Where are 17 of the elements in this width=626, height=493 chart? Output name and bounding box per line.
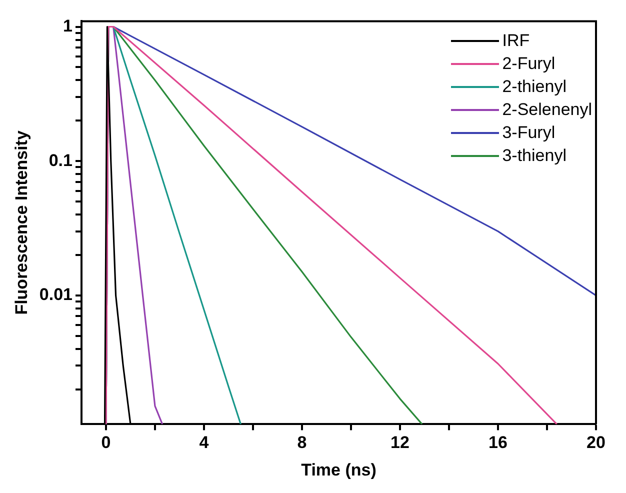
legend-label: 2-thienyl (502, 76, 566, 97)
x-tick-label: 20 (586, 433, 606, 452)
y-tick-label: 1 (63, 16, 72, 36)
legend-label: 3-thienyl (502, 146, 566, 166)
y-axis-title: Fluorescence Intensity (12, 130, 31, 315)
x-axis-title: Time (ns) (301, 460, 376, 480)
legend-label: 2-Furyl (502, 54, 556, 74)
x-tick-label: 0 (101, 433, 111, 452)
x-tick-label: 12 (390, 433, 410, 452)
y-tick-label: 0.01 (39, 285, 72, 304)
x-tick-label: 16 (488, 433, 508, 452)
legend-label: 2-Selenenyl (502, 100, 592, 120)
x-tick-label: 8 (297, 433, 307, 452)
legend-label: 3-Furyl (502, 122, 556, 143)
x-tick-label: 4 (199, 433, 210, 452)
y-tick-label: 0.1 (48, 150, 72, 170)
legend-label: IRF (502, 30, 530, 51)
